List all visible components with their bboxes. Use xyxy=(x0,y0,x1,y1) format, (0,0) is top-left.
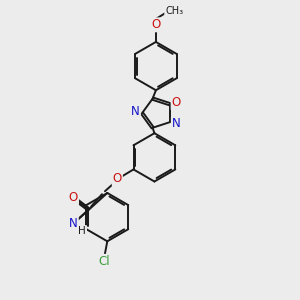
Text: O: O xyxy=(172,96,181,109)
Text: N: N xyxy=(69,217,78,230)
Text: O: O xyxy=(69,191,78,204)
Text: N: N xyxy=(131,105,140,118)
Text: Cl: Cl xyxy=(98,255,110,268)
Text: O: O xyxy=(113,172,122,185)
Text: O: O xyxy=(151,18,160,32)
Text: CH₃: CH₃ xyxy=(165,6,183,16)
Text: N: N xyxy=(172,117,181,130)
Text: H: H xyxy=(78,226,86,236)
